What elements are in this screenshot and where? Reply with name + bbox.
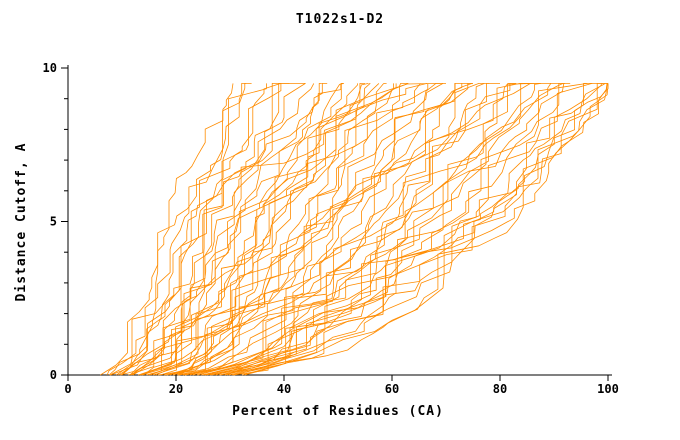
model-curve [110,83,281,376]
x-tick-label: 0 [64,382,71,396]
model-curve [189,83,490,376]
model-curve [166,83,473,376]
model-curve [120,83,306,376]
model-curve [203,83,565,376]
model-curve [155,83,409,376]
model-curve [177,83,473,376]
x-tick-label: 20 [169,382,183,396]
model-curve [143,83,344,376]
model-curve [197,83,542,376]
model-curve [177,83,365,376]
model-curve [201,83,522,376]
model-curve [226,83,593,376]
model-curve [233,83,609,376]
x-axis-label: Percent of Residues (CA) [232,404,444,419]
model-curve [241,83,608,376]
y-tick-label: 0 [50,368,57,382]
model-curve [204,83,552,376]
model-curve [244,83,608,376]
model-curve [132,83,446,376]
model-curve [231,83,603,376]
model-curve [209,83,538,376]
x-tick-label: 80 [493,382,507,396]
model-curve [141,83,428,376]
model-curve [215,83,564,376]
x-tick-label: 100 [597,382,619,396]
model-curve [146,83,369,376]
model-curve [211,83,588,376]
model-curve [148,83,387,376]
model-curve [109,83,342,376]
model-curve [228,83,608,376]
model-curve [206,83,565,376]
y-tick-label: 5 [50,215,57,229]
model-curve [141,83,371,376]
model-curve [158,83,421,376]
model-curve [178,83,484,376]
model-curve [184,83,473,376]
model-curve [106,83,252,376]
x-tick-label: 60 [385,382,399,396]
model-curve [197,83,511,376]
model-curve [182,83,463,376]
model-curve [121,83,394,376]
chart-title: T1022s1-D2 [295,12,385,27]
model-curve [224,83,609,376]
y-tick-label: 10 [43,61,57,75]
x-tick-label: 40 [277,382,291,396]
model-curve [108,83,247,376]
model-curve [172,83,429,376]
model-curve [220,83,605,376]
model-curve [192,83,517,376]
model-curve [139,83,328,376]
model-curve [138,83,358,376]
model-curve [118,83,267,376]
